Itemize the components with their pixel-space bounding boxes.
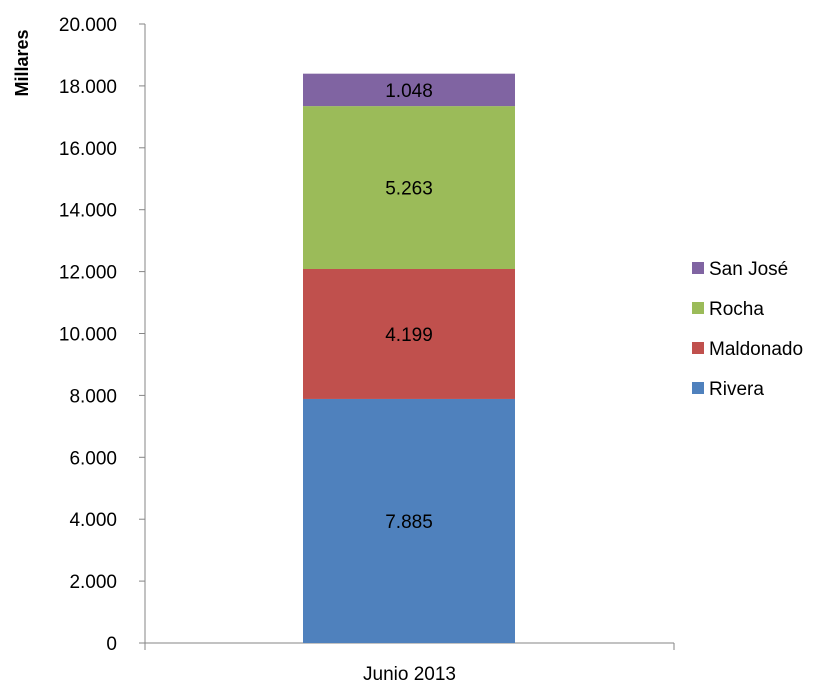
y-tick-label: 0 — [106, 634, 117, 655]
legend-swatch — [692, 342, 704, 354]
legend-label: Rivera — [709, 379, 764, 400]
y-tick-label: 6.000 — [69, 448, 117, 469]
bar-segment-maldonado — [303, 269, 515, 399]
x-axis: Junio 2013 — [144, 642, 675, 685]
y-tick-label: 4.000 — [69, 510, 117, 531]
y-tick-label: 2.000 — [69, 572, 117, 593]
bar-stack: 7.885 4.199 5.263 1.048 — [303, 73, 515, 643]
x-tick-label: Junio 2013 — [363, 664, 456, 685]
legend-swatch — [692, 302, 704, 314]
y-tick-label: 12.000 — [59, 263, 117, 284]
y-axis-title: Millares — [12, 29, 32, 96]
legend-swatch — [692, 382, 704, 394]
data-label: 1.048 — [385, 81, 433, 102]
bar-segment-rocha — [303, 106, 515, 270]
y-tick-label: 20.000 — [59, 15, 117, 36]
y-axis: 0 2.000 4.000 6.000 8.000 10.000 12.000 14.000 1… — [59, 15, 146, 655]
data-label: 4.199 — [385, 325, 433, 346]
data-label: 5.263 — [385, 179, 433, 200]
y-tick-label: 14.000 — [59, 201, 117, 222]
y-tick-label: 18.000 — [59, 77, 117, 98]
y-tick-label: 8.000 — [69, 386, 117, 407]
bar-segment-rivera — [303, 398, 515, 643]
y-tick-label: 10.000 — [59, 325, 117, 346]
y-tick-label: 16.000 — [59, 139, 117, 160]
legend-label: Maldonado — [709, 339, 803, 360]
bar-segment-san-jose — [303, 73, 515, 107]
legend-label: San José — [709, 259, 788, 280]
legend: San José Rocha Maldonado Rivera — [692, 259, 803, 400]
legend-label: Rocha — [709, 299, 764, 320]
legend-swatch — [692, 262, 704, 274]
data-label: 7.885 — [385, 512, 433, 533]
